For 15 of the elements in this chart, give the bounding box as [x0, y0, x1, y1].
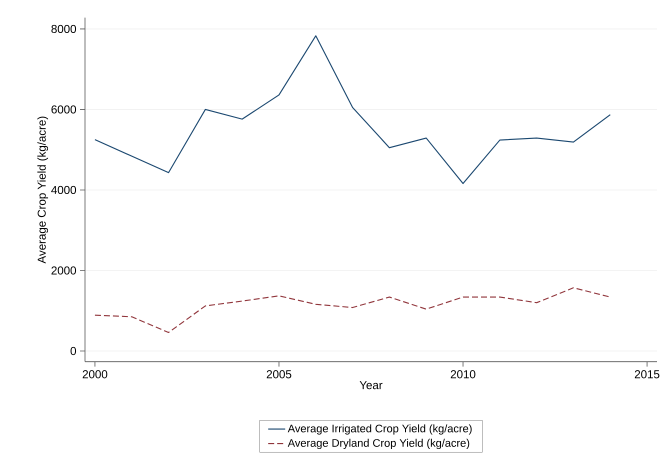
legend-label: Average Irrigated Crop Yield (kg/acre): [288, 424, 472, 435]
y-tick-label: 8000: [51, 24, 76, 34]
y-tick-label: 6000: [51, 105, 76, 114]
legend-label: Average Dryland Crop Yield (kg/acre): [288, 438, 470, 450]
line-series: [94, 35, 611, 184]
x-axis-title: Year: [360, 381, 382, 390]
y-axis-title: Average Crop Yield (kg/acre): [37, 116, 48, 264]
y-tick-label: 2000: [51, 266, 76, 275]
x-tick-label: 2000: [82, 370, 108, 378]
line-series: [94, 287, 611, 334]
x-tick-label: 2015: [634, 370, 660, 378]
y-tick-label: 0: [70, 346, 76, 356]
y-tick-label: 4000: [51, 186, 76, 194]
x-tick-label: 2010: [450, 370, 476, 378]
x-tick-label: 2005: [266, 370, 292, 378]
